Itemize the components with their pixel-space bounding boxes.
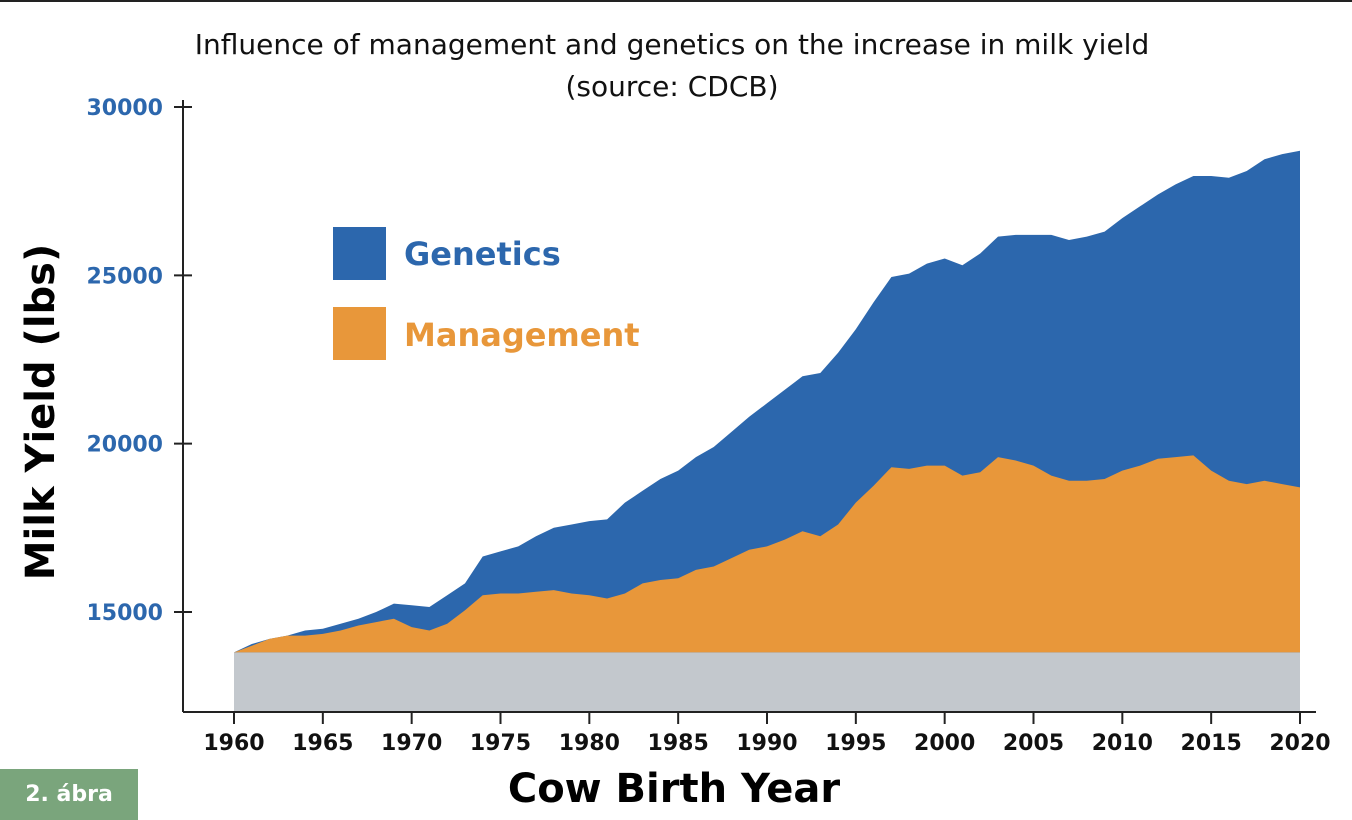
x-tick-label: 1970 <box>381 731 442 756</box>
chart-subtitle: (source: CDCB) <box>565 70 778 103</box>
x-tick-label: 1975 <box>470 731 531 756</box>
x-tick-label: 2005 <box>1003 731 1064 756</box>
y-axis-label: Milk Yield (lbs) <box>18 244 64 581</box>
y-ticks: 15000 20000 25000 30000 <box>86 96 192 626</box>
baseline-area <box>234 652 1300 712</box>
x-tick-label: 2015 <box>1181 731 1242 756</box>
x-tick-label: 2010 <box>1092 731 1153 756</box>
top-border <box>0 0 1352 2</box>
x-tick-label: 1995 <box>825 731 886 756</box>
y-tick-label: 25000 <box>86 264 163 289</box>
x-tick-label: 1990 <box>736 731 797 756</box>
management-area <box>234 455 1300 653</box>
y-tick-label: 20000 <box>86 433 163 458</box>
x-tick-label: 1960 <box>203 731 264 756</box>
legend: Genetics Management <box>333 227 640 360</box>
legend-swatch-management <box>333 307 386 360</box>
y-tick-label: 15000 <box>86 601 163 626</box>
figure-label: 2. ábra <box>0 769 138 820</box>
x-axis-label: Cow Birth Year <box>508 766 841 812</box>
y-tick-label: 30000 <box>86 96 163 121</box>
legend-label-genetics: Genetics <box>404 235 561 273</box>
legend-swatch-genetics <box>333 227 386 280</box>
legend-label-management: Management <box>404 316 640 354</box>
x-tick-label: 1965 <box>292 731 353 756</box>
x-tick-label: 1985 <box>648 731 709 756</box>
chart-title: Influence of management and genetics on … <box>195 28 1149 61</box>
x-tick-label: 2000 <box>914 731 975 756</box>
x-tick-label: 1980 <box>559 731 620 756</box>
x-tick-label: 2020 <box>1269 731 1330 756</box>
plot-area <box>234 150 1300 712</box>
x-ticks: 1960 1965 1970 1975 1980 1985 1990 1995 2000 2005… <box>203 712 1331 756</box>
